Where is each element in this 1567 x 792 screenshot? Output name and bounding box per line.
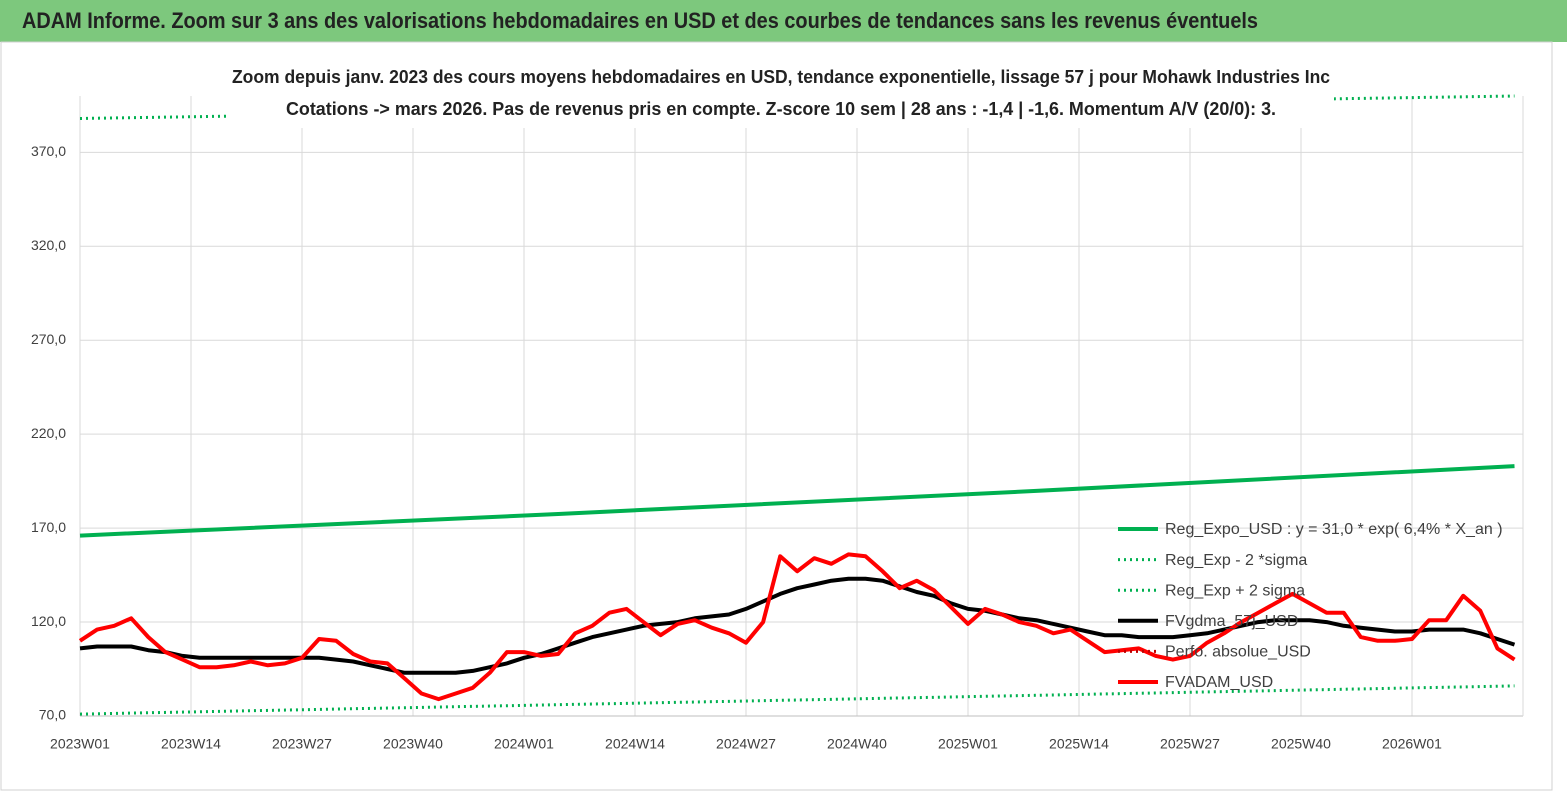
series-line: [78, 552, 1516, 702]
legend-label: Perfo. absolue_USD: [1165, 644, 1311, 661]
header-band: [0, 0, 1567, 42]
legend-label: Reg_Exp - 2 *sigma: [1165, 552, 1307, 569]
y-tick-label: 370,0: [31, 143, 66, 159]
page-title: ADAM Informe. Zoom sur 3 ans des valoris…: [22, 8, 1258, 33]
x-tick-label: 2023W27: [272, 736, 332, 752]
x-tick-label: 2024W27: [716, 736, 776, 752]
x-tick-label: 2024W01: [494, 736, 554, 752]
chart-subtitle: Zoom depuis janv. 2023 des cours moyens …: [232, 67, 1330, 87]
y-tick-label: 320,0: [31, 237, 66, 253]
y-tick-label: 270,0: [31, 331, 66, 347]
chart-subtitle: Cotations -> mars 2026. Pas de revenus p…: [286, 99, 1276, 119]
y-tick-label: 70,0: [39, 707, 66, 723]
legend-label: FVADAM_USD: [1165, 674, 1273, 691]
x-tick-label: 2023W14: [161, 736, 221, 752]
legend-label: Reg_Exp + 2 sigma: [1165, 582, 1305, 599]
x-tick-label: 2026W01: [1382, 736, 1442, 752]
x-tick-label: 2025W01: [938, 736, 998, 752]
chart-frame: [0, 41, 1553, 791]
series-line: [79, 684, 1515, 716]
x-tick-label: 2024W40: [827, 736, 887, 752]
y-tick-label: 220,0: [31, 425, 66, 441]
y-tick-label: 120,0: [31, 613, 66, 629]
x-tick-label: 2025W14: [1049, 736, 1109, 752]
x-tick-label: 2025W27: [1160, 736, 1220, 752]
x-tick-label: 2023W40: [383, 736, 443, 752]
x-tick-label: 2025W40: [1271, 736, 1331, 752]
legend-label: FVgdma_57j_USD: [1165, 613, 1298, 630]
subtitle-background: [226, 62, 1334, 128]
series-line: [79, 464, 1515, 538]
x-tick-label: 2023W01: [50, 736, 110, 752]
legend: Reg_Expo_USD : y = 31,0 * exp( 6,4% * X_…: [1118, 521, 1503, 691]
series-line: [79, 576, 1516, 675]
y-tick-label: 170,0: [31, 519, 66, 535]
x-tick-label: 2024W14: [605, 736, 665, 752]
legend-label: Reg_Expo_USD : y = 31,0 * exp( 6,4% * X_…: [1165, 521, 1503, 538]
